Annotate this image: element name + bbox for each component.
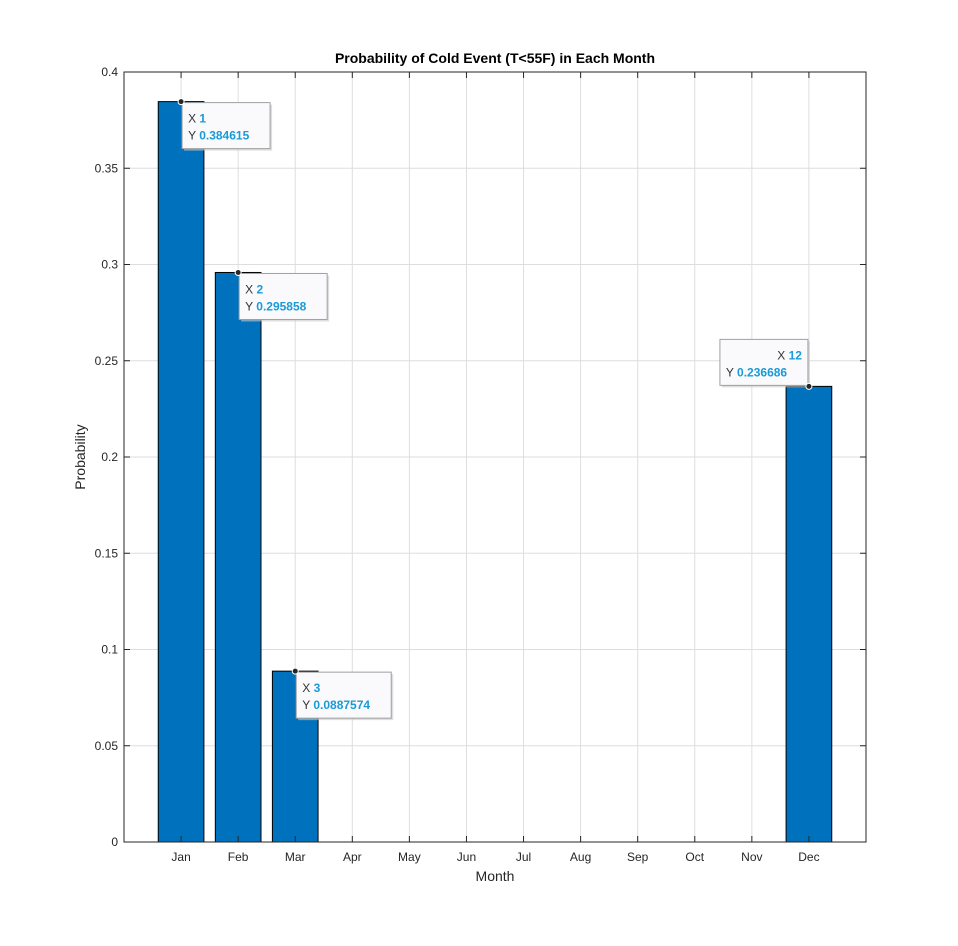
datatip-box bbox=[719, 338, 809, 386]
y-tick-label: 0.15 bbox=[95, 546, 119, 560]
x-tick-label: Jan bbox=[171, 850, 190, 864]
x-tick-label: Nov bbox=[741, 850, 762, 864]
y-tick-label: 0.05 bbox=[95, 739, 119, 753]
datatip-y-line: Y 0.236686 bbox=[726, 365, 788, 379]
datatip-x-line: X 12 bbox=[777, 348, 802, 362]
datatip-x-line: X 1 bbox=[188, 112, 206, 126]
y-tick-label: 0.35 bbox=[95, 161, 119, 175]
x-tick-label: Jun bbox=[457, 850, 476, 864]
x-tick-label: Aug bbox=[570, 850, 591, 864]
y-tick-label: 0.1 bbox=[101, 643, 118, 657]
datatip-marker bbox=[177, 98, 185, 106]
datatip-x-line: X 2 bbox=[245, 282, 263, 296]
datatip-1: X 1 Y 0.384615 bbox=[177, 98, 273, 151]
x-tick-label: Apr bbox=[343, 850, 362, 864]
x-tick-label: Feb bbox=[228, 850, 249, 864]
datatip-marker bbox=[805, 382, 813, 390]
x-tick-label: Jul bbox=[516, 850, 531, 864]
datatip-3: X 3 Y 0.0887574 bbox=[291, 667, 394, 721]
bar-feb bbox=[214, 271, 262, 843]
x-axis-ticks: Jan Feb Mar Apr May Jun Jul Aug Sep Oct Nov Dec bbox=[171, 72, 820, 864]
x-tick-label: Dec bbox=[798, 850, 819, 864]
y-axis-ticks: 0 0.05 0.1 0.15 0.2 0.25 0.3 0.35 0.4 bbox=[95, 65, 866, 849]
y-tick-label: 0 bbox=[111, 835, 118, 849]
y-axis-label: Probability bbox=[72, 424, 88, 489]
datatip-marker bbox=[234, 268, 242, 276]
datatip-box bbox=[181, 102, 271, 150]
datatip-12: X 12 Y 0.236686 bbox=[719, 338, 813, 390]
bars bbox=[157, 101, 833, 843]
bar-jan bbox=[157, 101, 205, 843]
y-tick-label: 0.25 bbox=[95, 354, 119, 368]
chart-title: Probability of Cold Event (T<55F) in Eac… bbox=[335, 50, 655, 66]
datatip-box bbox=[238, 272, 328, 320]
bar-dec bbox=[785, 385, 833, 843]
datatip-y-line: Y 0.384615 bbox=[188, 129, 250, 143]
x-tick-label: Oct bbox=[685, 850, 704, 864]
datatip-x-line: X 3 bbox=[302, 681, 320, 695]
y-tick-label: 0.3 bbox=[101, 258, 118, 272]
datatip-2: X 2 Y 0.295858 bbox=[234, 268, 330, 322]
datatip-y-line: Y 0.0887574 bbox=[302, 698, 370, 712]
datatip-box bbox=[295, 671, 392, 719]
datatips: X 1 Y 0.384615 X 2 Y 0.295858 X 3 Y 0.0887574… bbox=[177, 98, 813, 721]
x-axis-label: Month bbox=[476, 868, 515, 884]
datatip-marker bbox=[291, 667, 299, 675]
y-tick-label: 0.2 bbox=[101, 450, 118, 464]
y-tick-label: 0.4 bbox=[101, 65, 118, 79]
datatip-y-line: Y 0.295858 bbox=[245, 299, 307, 313]
x-tick-label: Mar bbox=[285, 850, 306, 864]
x-tick-label: May bbox=[398, 850, 421, 864]
x-tick-label: Sep bbox=[627, 850, 649, 864]
